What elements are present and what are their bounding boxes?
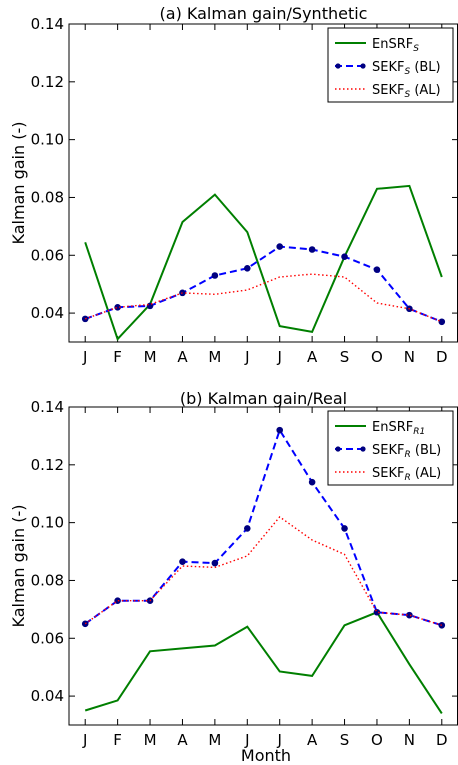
legend: EnSRFS SEKFS (BL) SEKFS (AL)	[327, 27, 454, 103]
plot-area	[81, 184, 446, 342]
data-point	[243, 264, 251, 272]
y-tick-label: 0.14	[31, 15, 64, 33]
legend-label: EnSRFR1	[372, 420, 425, 437]
x-tick-label: A	[177, 348, 188, 366]
legend-marker	[360, 63, 366, 69]
data-point	[243, 525, 251, 532]
x-tick-label: M	[208, 348, 221, 366]
data-point	[341, 253, 348, 261]
legend-marker	[335, 446, 341, 452]
y-tick-label: 0.14	[31, 398, 64, 416]
x-tick-label: S	[340, 731, 350, 749]
legend: EnSRFR1 SEKFR (BL) SEKFR (AL)	[327, 410, 454, 486]
series-line	[84, 515, 443, 626]
x-axis-title: Month	[241, 746, 291, 765]
x-tick-label: M	[208, 731, 221, 749]
x-tick-label: F	[113, 731, 122, 749]
legend-label: SEKFR (BL)	[372, 443, 441, 460]
y-tick-label: 0.10	[31, 131, 64, 149]
chart-title: (a) Kalman gain/Synthetic	[160, 4, 368, 23]
plot-area	[81, 426, 446, 714]
data-point	[308, 246, 316, 253]
x-tick-label: M	[144, 348, 157, 366]
y-tick-label: 0.04	[31, 304, 64, 322]
data-point	[211, 559, 219, 567]
y-tick-label: 0.04	[31, 687, 64, 705]
data-point	[276, 243, 284, 250]
data-point	[341, 525, 348, 532]
y-tick-label: 0.06	[31, 629, 64, 647]
panel-a-synthetic: (a) Kalman gain/Synthetic Kalman gain (-)…	[9, 4, 458, 366]
y-tick-label: 0.12	[31, 73, 64, 91]
y-tick-label: 0.08	[31, 188, 64, 206]
y-tick-label: 0.08	[31, 571, 64, 589]
data-point	[373, 266, 381, 274]
data-point	[114, 597, 121, 604]
series-line	[84, 184, 443, 342]
y-axis-title: Kalman gain (-)	[9, 122, 28, 245]
x-tick-label: A	[177, 731, 188, 749]
x-tick-label: M	[144, 731, 157, 749]
x-tick-label: N	[404, 348, 415, 366]
chart-title: (b) Kalman gain/Real	[180, 389, 347, 408]
x-tick-label: J	[276, 348, 281, 366]
x-tick-label: S	[340, 348, 350, 366]
x-tick-label: J	[276, 731, 281, 749]
x-tick-label: F	[113, 348, 122, 366]
x-tick-label: D	[436, 731, 448, 749]
x-tick-label: N	[404, 731, 415, 749]
y-axis-title: Kalman gain (-)	[9, 505, 28, 628]
panel-b-real: (b) Kalman gain/Real Kalman gain (-) 0.04 0…	[9, 389, 458, 749]
x-tick-label: J	[244, 731, 249, 749]
series-line	[84, 611, 443, 714]
x-tick-label: J	[82, 348, 87, 366]
x-tick-label: O	[371, 348, 383, 366]
x-tick-label: A	[307, 731, 318, 749]
legend-label: EnSRFS	[372, 37, 419, 54]
legend-label: SEKFR (AL)	[372, 466, 441, 483]
data-point	[81, 620, 89, 628]
y-tick-label: 0.12	[31, 456, 64, 474]
data-point	[211, 272, 219, 279]
x-tick-label: A	[307, 348, 318, 366]
data-point	[438, 318, 446, 326]
data-point	[179, 558, 186, 565]
series-line	[84, 245, 443, 323]
y-tick-label: 0.10	[31, 514, 64, 532]
x-tick-label: D	[436, 348, 448, 366]
x-tick-label: O	[371, 731, 383, 749]
x-tick-label: J	[82, 731, 87, 749]
y-tick-label: 0.06	[31, 246, 64, 264]
legend-marker	[335, 63, 341, 69]
legend-label: SEKFS (BL)	[372, 60, 441, 77]
legend-marker	[360, 446, 366, 452]
data-point	[308, 478, 316, 486]
data-point	[276, 426, 284, 434]
x-tick-label: J	[244, 348, 249, 366]
legend-label: SEKFS (AL)	[372, 83, 441, 100]
